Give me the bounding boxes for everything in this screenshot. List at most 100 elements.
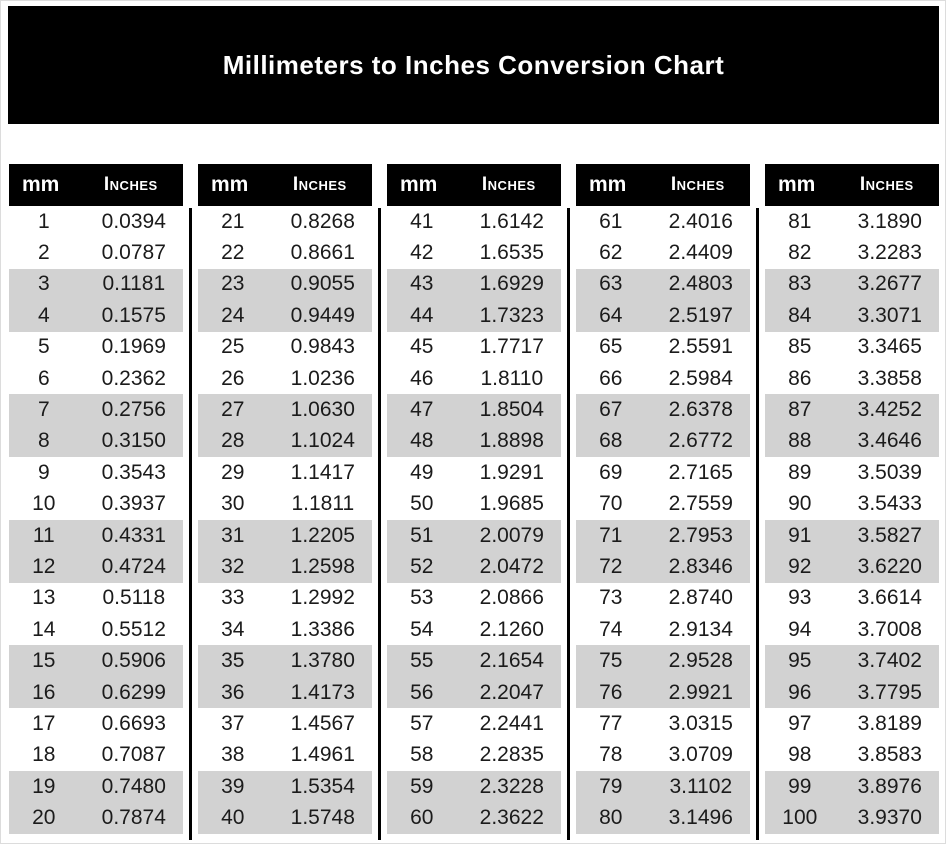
mm-value: 13 <box>32 586 56 610</box>
mm-value: 31 <box>221 523 245 547</box>
inches-value: 3.4646 <box>857 429 922 453</box>
mm-value: 37 <box>221 711 245 735</box>
table-header: mm Inches <box>765 164 939 206</box>
conversion-table-1: mm Inches 1 0.0394 2 0.0787 3 0.1181 4 0.1575 5 0… <box>9 164 183 834</box>
table-row: 69 2.7165 <box>576 457 750 488</box>
mm-value: 2 <box>37 241 50 265</box>
inches-value: 3.0709 <box>668 743 733 767</box>
mm-value: 7 <box>37 398 50 422</box>
table-row: 63 2.4803 <box>576 268 750 301</box>
table-row: 24 0.9449 <box>198 300 372 332</box>
mm-value: 64 <box>599 303 623 327</box>
mm-value: 4 <box>37 303 50 327</box>
table-row: 62 2.4409 <box>576 237 750 268</box>
inches-value: 3.1102 <box>669 774 733 798</box>
table-row: 86 3.3858 <box>765 363 939 394</box>
mm-value: 28 <box>221 429 245 453</box>
mm-value: 27 <box>221 398 245 422</box>
mm-value: 97 <box>788 711 812 735</box>
mm-value: 68 <box>599 429 623 453</box>
mm-value: 30 <box>221 492 245 516</box>
inches-value: 1.7717 <box>479 335 544 359</box>
mm-value: 61 <box>599 209 623 233</box>
table-row: 58 2.2835 <box>387 740 561 771</box>
table-row: 98 3.8583 <box>765 740 939 771</box>
table-row: 8 0.3150 <box>9 425 183 458</box>
inches-value: 0.3543 <box>101 460 166 484</box>
inches-value: 3.8976 <box>857 774 922 798</box>
table-row: 57 2.2441 <box>387 708 561 739</box>
inches-value: 3.7795 <box>857 680 922 704</box>
mm-value: 82 <box>788 241 812 265</box>
table-header: mm Inches <box>198 164 372 206</box>
mm-value: 79 <box>599 774 623 798</box>
conversion-table-2: mm Inches 21 0.8268 22 0.8661 23 0.9055 24 0.94… <box>198 164 372 834</box>
table-row: 15 0.5906 <box>9 645 183 677</box>
inches-value: 1.4567 <box>290 711 355 735</box>
table-header: mm Inches <box>387 164 561 206</box>
inches-value: 1.2992 <box>290 586 355 610</box>
inches-value: 0.3937 <box>101 492 166 516</box>
table-row: 38 1.4961 <box>198 740 372 771</box>
inches-value: 3.5039 <box>857 460 922 484</box>
table-row: 81 3.1890 <box>765 206 939 237</box>
inches-value: 0.1969 <box>101 335 166 359</box>
table-row: 94 3.7008 <box>765 614 939 645</box>
conversion-table-4: mm Inches 61 2.4016 62 2.4409 63 2.4803 64 2.51… <box>576 164 750 834</box>
mm-value: 18 <box>32 743 56 767</box>
table-row: 29 1.1417 <box>198 457 372 488</box>
table-row: 66 2.5984 <box>576 363 750 394</box>
table-row: 20 0.7874 <box>9 802 183 834</box>
table-row: 72 2.8346 <box>576 551 750 583</box>
table-row: 79 3.1102 <box>576 771 750 803</box>
table-header: mm Inches <box>9 164 183 206</box>
mm-column-header: mm <box>22 173 60 196</box>
mm-value: 89 <box>788 460 812 484</box>
inches-value: 1.3780 <box>290 649 355 673</box>
table-row: 39 1.5354 <box>198 771 372 803</box>
table-row: 40 1.5748 <box>198 802 372 834</box>
inches-value: 1.3386 <box>290 617 355 641</box>
table-row: 43 1.6929 <box>387 268 561 301</box>
mm-value: 12 <box>32 554 56 578</box>
mm-value: 73 <box>599 586 623 610</box>
table-row: 91 3.5827 <box>765 519 939 552</box>
mm-value: 17 <box>32 711 56 735</box>
inches-value: 0.9449 <box>290 303 355 327</box>
table-row: 27 1.0630 <box>198 394 372 426</box>
table-row: 83 3.2677 <box>765 268 939 301</box>
mm-value: 81 <box>788 209 812 233</box>
mm-value: 83 <box>788 272 812 296</box>
table-row: 64 2.5197 <box>576 300 750 332</box>
table-row: 23 0.9055 <box>198 268 372 301</box>
inches-value: 0.3150 <box>101 429 166 453</box>
mm-value: 55 <box>410 649 434 673</box>
mm-value: 32 <box>221 554 245 578</box>
table-row: 26 1.0236 <box>198 363 372 394</box>
mm-value: 65 <box>599 335 623 359</box>
mm-value: 66 <box>599 366 623 390</box>
table-row: 52 2.0472 <box>387 551 561 583</box>
mm-value: 9 <box>37 460 50 484</box>
table-row: 17 0.6693 <box>9 708 183 739</box>
table-row: 21 0.8268 <box>198 206 372 237</box>
table-row: 13 0.5118 <box>9 583 183 614</box>
inches-value: 0.8268 <box>290 209 355 233</box>
inches-value: 1.2205 <box>290 523 355 547</box>
table-row: 88 3.4646 <box>765 425 939 458</box>
table-row: 54 2.1260 <box>387 614 561 645</box>
inches-value: 1.2598 <box>290 554 355 578</box>
inches-column-header: Inches <box>859 174 914 195</box>
mm-value: 70 <box>599 492 623 516</box>
table-row: 95 3.7402 <box>765 645 939 677</box>
mm-value: 87 <box>788 398 812 422</box>
inches-value: 3.2283 <box>857 241 922 265</box>
mm-value: 20 <box>32 806 56 830</box>
table-row: 3 0.1181 <box>9 268 183 301</box>
table-row: 71 2.7953 <box>576 519 750 552</box>
table-row: 56 2.2047 <box>387 676 561 709</box>
mm-value: 26 <box>221 366 245 390</box>
mm-value: 58 <box>410 743 434 767</box>
mm-value: 71 <box>599 523 623 547</box>
inches-value: 1.1417 <box>290 460 355 484</box>
